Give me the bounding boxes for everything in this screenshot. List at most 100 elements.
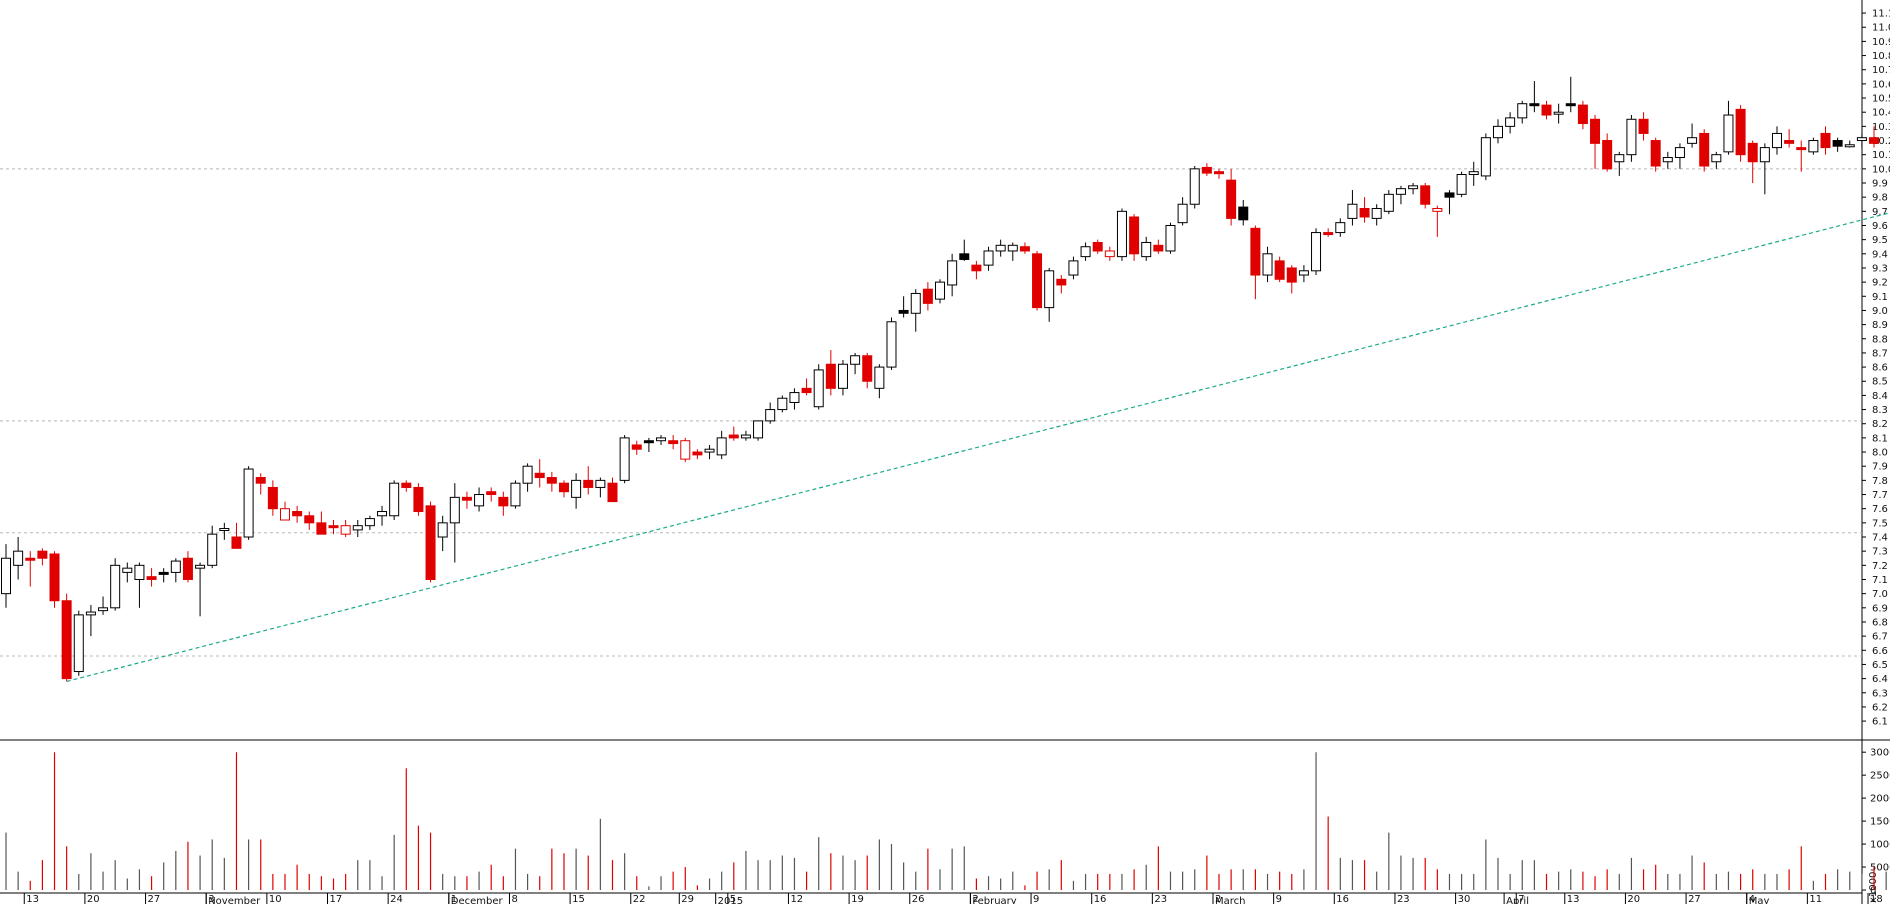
candle-body bbox=[122, 567, 133, 573]
candle bbox=[971, 260, 982, 280]
candle bbox=[13, 537, 24, 580]
date-tick-label: 27 bbox=[1688, 894, 1701, 904]
candle bbox=[267, 480, 278, 516]
candle-body bbox=[692, 451, 703, 456]
candle bbox=[1238, 199, 1249, 226]
date-tick-label: 9 bbox=[1276, 894, 1282, 904]
month-label: November bbox=[208, 896, 261, 904]
candle bbox=[498, 491, 509, 516]
price-tick-label: 10.6 bbox=[1872, 79, 1890, 90]
candle bbox=[947, 253, 958, 297]
price-tick-label: 11.0 bbox=[1872, 23, 1890, 34]
price-tick-label: 8.6 bbox=[1872, 363, 1888, 374]
date-tick-label: 13 bbox=[26, 894, 39, 904]
candle-body bbox=[1614, 154, 1625, 163]
candle bbox=[546, 471, 557, 492]
candle-body bbox=[813, 369, 824, 408]
candle bbox=[765, 402, 776, 424]
candle bbox=[922, 282, 933, 311]
date-tick-label: 23 bbox=[1397, 894, 1410, 904]
candle bbox=[231, 522, 242, 549]
candle-body bbox=[668, 440, 679, 445]
candle bbox=[583, 466, 594, 495]
date-tick-label: 13 bbox=[1567, 894, 1580, 904]
candle bbox=[1626, 115, 1637, 162]
price-tick-label: 9.0 bbox=[1872, 306, 1888, 317]
candle bbox=[1056, 275, 1067, 294]
candle bbox=[486, 487, 497, 502]
date-tick-label: 15 bbox=[572, 894, 585, 904]
candle bbox=[740, 430, 751, 441]
candle bbox=[158, 568, 169, 583]
date-tick-label: 17 bbox=[330, 894, 343, 904]
candle-body bbox=[1711, 154, 1722, 163]
price-tick-label: 8.4 bbox=[1872, 391, 1888, 402]
candle bbox=[1492, 119, 1503, 144]
candle-body bbox=[352, 525, 363, 531]
candle-body bbox=[1650, 140, 1661, 167]
candle bbox=[449, 483, 460, 563]
candle bbox=[631, 440, 642, 455]
candle-body bbox=[740, 434, 751, 439]
price-tick-label: 10.2 bbox=[1872, 136, 1890, 147]
candle bbox=[1723, 100, 1734, 155]
candle bbox=[110, 558, 121, 611]
candle-body bbox=[292, 511, 303, 517]
candle-body bbox=[461, 496, 472, 501]
candle bbox=[1735, 105, 1746, 162]
candle-body bbox=[340, 525, 351, 535]
candle-body bbox=[680, 440, 691, 460]
candle-body bbox=[1844, 144, 1855, 148]
candle bbox=[1468, 161, 1479, 186]
date-tick-label: 8 bbox=[511, 894, 517, 904]
candle bbox=[1480, 133, 1491, 181]
price-tick-label: 7.3 bbox=[1872, 547, 1888, 558]
candle-body bbox=[801, 387, 812, 394]
candle-body bbox=[37, 550, 48, 559]
candle bbox=[1820, 126, 1831, 155]
price-tick-label: 6.8 bbox=[1872, 617, 1888, 628]
candle bbox=[1007, 242, 1018, 261]
candle-body bbox=[425, 505, 436, 580]
candle bbox=[1747, 140, 1758, 184]
candle-body bbox=[389, 482, 400, 517]
candle bbox=[352, 520, 363, 538]
candle-body bbox=[1116, 210, 1127, 258]
candle-body bbox=[1820, 132, 1831, 149]
candle-body bbox=[134, 564, 145, 580]
candle bbox=[1044, 267, 1055, 322]
candle bbox=[1395, 185, 1406, 205]
candle-body bbox=[1735, 108, 1746, 156]
candle bbox=[850, 352, 861, 375]
price-tick-label: 6.1 bbox=[1872, 717, 1888, 728]
price-tick-label: 8.3 bbox=[1872, 405, 1888, 416]
candle-body bbox=[1129, 216, 1140, 255]
candle bbox=[837, 360, 848, 396]
candle-body bbox=[753, 420, 764, 439]
candle-body bbox=[1359, 207, 1370, 218]
date-tick-label: 1 bbox=[451, 894, 457, 904]
candle-body bbox=[862, 355, 873, 382]
candle bbox=[37, 548, 48, 566]
candle-body bbox=[983, 250, 994, 266]
candle bbox=[85, 604, 96, 637]
candle bbox=[789, 388, 800, 410]
candle-body bbox=[243, 468, 254, 538]
candle-body bbox=[558, 482, 569, 493]
candle-body bbox=[643, 440, 654, 444]
price-tick-label: 8.8 bbox=[1872, 334, 1888, 345]
candle bbox=[1, 544, 11, 608]
candle-body bbox=[413, 486, 424, 513]
price-tick-label: 9.2 bbox=[1872, 278, 1888, 289]
candle-body bbox=[1517, 103, 1528, 119]
candle-body bbox=[110, 564, 121, 609]
candle bbox=[777, 395, 788, 413]
candle-body bbox=[195, 564, 206, 569]
candle bbox=[1456, 171, 1467, 198]
candle-body bbox=[777, 397, 788, 411]
candle bbox=[1383, 190, 1394, 215]
candle bbox=[1068, 256, 1079, 280]
candle bbox=[1638, 112, 1649, 141]
candle bbox=[1529, 81, 1540, 113]
candle bbox=[813, 364, 824, 410]
